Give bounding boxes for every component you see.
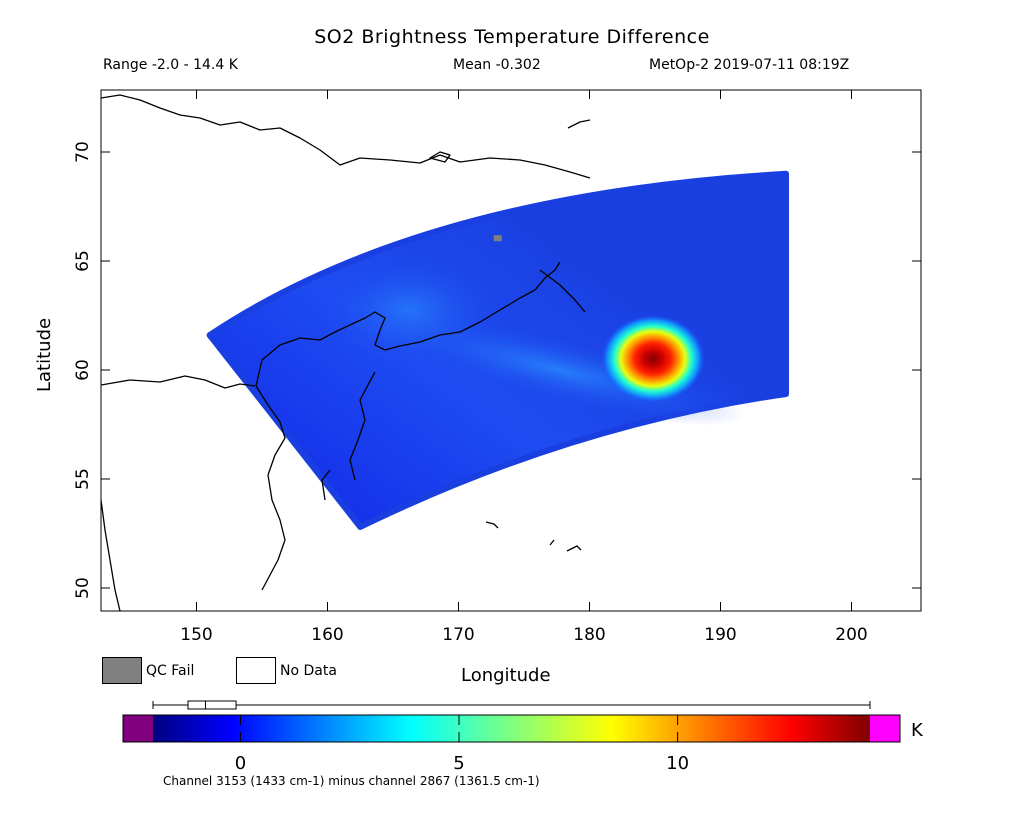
- x-tick-label-170: 170: [442, 625, 474, 645]
- coastline-4: [101, 499, 121, 611]
- coastline-9: [429, 151, 451, 163]
- coastline-1: [101, 375, 256, 389]
- satellite-time-label: MetOp-2 2019-07-11 08:19Z: [649, 57, 850, 73]
- y-tick-label-50: 50: [73, 577, 93, 599]
- x-axis-label: Longitude: [461, 665, 551, 686]
- coastline-10: [485, 521, 499, 529]
- x-tick-label-160: 160: [311, 625, 343, 645]
- x-tick-label-180: 180: [573, 625, 605, 645]
- qc-fail-swatch: [102, 657, 142, 684]
- colorbar-unit: K: [911, 720, 923, 741]
- coastline-12: [566, 545, 582, 552]
- coastline-0: [101, 94, 591, 179]
- qc-fail-label: QC Fail: [146, 663, 195, 679]
- coastline-6: [349, 371, 376, 481]
- no-data-label: No Data: [280, 663, 337, 679]
- x-tick-label-190: 190: [704, 625, 736, 645]
- so2-band-west: [320, 255, 500, 365]
- coastline-3: [255, 385, 286, 591]
- channel-caption: Channel 3153 (1433 cm-1) minus channel 2…: [163, 774, 540, 788]
- coastline-2: [255, 261, 561, 387]
- y-tick-label-55: 55: [73, 468, 93, 490]
- y-axis-label: Latitude: [34, 317, 55, 392]
- plot-frame: [100, 89, 922, 612]
- coastline-7: [321, 469, 331, 501]
- coastline-11: [549, 539, 555, 546]
- qc-fail-pixel: [493, 235, 502, 242]
- x-tick-label-200: 200: [835, 625, 867, 645]
- y-tick-label-60: 60: [73, 359, 93, 381]
- chart-title: SO2 Brightness Temperature Difference: [314, 26, 710, 48]
- so2-plume: [601, 314, 705, 403]
- no-data-swatch: [236, 657, 276, 684]
- range-label: Range -2.0 - 14.4 K: [103, 57, 238, 73]
- y-tick-label-70: 70: [73, 141, 93, 163]
- coastline-5: [539, 269, 586, 313]
- x-tick-label-150: 150: [180, 625, 212, 645]
- mean-label: Mean -0.302: [453, 57, 541, 73]
- coastline-8: [567, 119, 591, 129]
- y-tick-label-65: 65: [73, 250, 93, 272]
